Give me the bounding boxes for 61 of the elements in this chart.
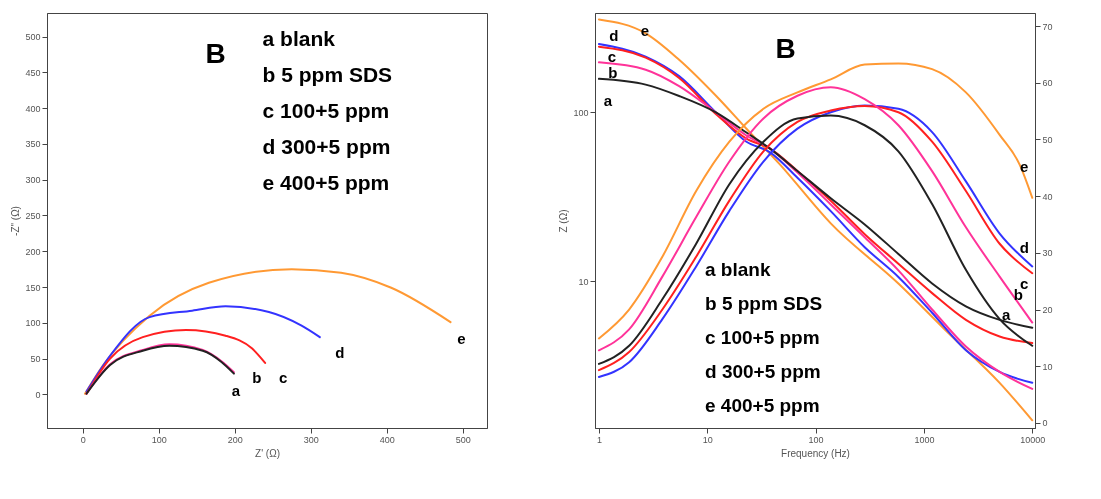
y-tick-label: 250	[25, 210, 41, 221]
x-tick-label: 200	[227, 434, 243, 445]
x-tick-label: 400	[379, 434, 395, 445]
y-tick-label: 150	[25, 282, 41, 293]
y-tick-label: 400	[25, 103, 41, 114]
y2-tick-label: 60	[1042, 78, 1053, 89]
x-axis-title: Z' (Ω)	[255, 447, 280, 459]
x-tick-label: 500	[455, 434, 471, 445]
y2-tick-label: 30	[1042, 248, 1053, 259]
annotation: B	[775, 33, 796, 65]
annotation: b 5 ppm SDS	[262, 63, 393, 87]
y-tick-label: 350	[25, 139, 41, 150]
x-tick-label: 100	[151, 434, 167, 445]
annotation: c 100+5 ppm	[262, 99, 390, 123]
series-label: e	[457, 330, 466, 348]
y-tick-label: 450	[25, 67, 41, 78]
annotation: b 5 ppm SDS	[705, 293, 823, 315]
y2-tick-label: 10	[1042, 361, 1053, 372]
y2-tick-label: 70	[1042, 21, 1053, 32]
annotation: d 300+5 ppm	[705, 361, 821, 383]
series-label: d	[1019, 239, 1029, 257]
series-label: a	[1002, 305, 1012, 323]
y-tick-label: 500	[25, 32, 41, 43]
y-tick-label: 300	[25, 175, 41, 186]
x-tick-label: 10	[702, 434, 713, 445]
series-label: c	[607, 47, 617, 65]
line-series	[84, 268, 452, 395]
series-label: b	[608, 64, 618, 82]
y-axis-title: Z (Ω)	[558, 209, 570, 233]
annotation: e 400+5 ppm	[705, 395, 820, 417]
annotation: B	[205, 37, 226, 69]
y-tick-label: 100	[25, 318, 41, 329]
series-label: e	[1020, 157, 1029, 175]
series-label: a	[231, 381, 241, 399]
x-tick-label: 300	[303, 434, 319, 445]
x-tick-label: 10000	[1020, 434, 1046, 445]
y2-tick-label: 20	[1042, 305, 1053, 316]
y2-tick-label: 40	[1042, 191, 1053, 202]
y-axis-title: -Z" (Ω)	[10, 206, 22, 236]
series-label: c	[1020, 275, 1029, 293]
series-label: b	[252, 369, 262, 387]
y-tick-label: 50	[30, 354, 41, 365]
x-tick-label: 1000	[914, 434, 935, 445]
annotation: e 400+5 ppm	[262, 171, 390, 195]
line-series	[85, 328, 267, 395]
y2-tick-label: 50	[1042, 134, 1053, 145]
series-label: a	[603, 91, 613, 109]
series-label: d	[335, 344, 345, 362]
x-tick-label: 100	[808, 434, 824, 445]
x-tick-label: 1	[596, 434, 602, 445]
x-tick-label: 0	[80, 434, 86, 445]
series-label: c	[278, 368, 288, 386]
annotation: d 300+5 ppm	[262, 135, 391, 159]
x-axis-title: Frequency (Hz)	[781, 447, 850, 459]
annotation: c 100+5 ppm	[705, 327, 820, 349]
y2-tick-label: 0	[1042, 418, 1048, 429]
y-tick-label: 200	[25, 246, 41, 257]
annotation: a blank	[262, 26, 336, 50]
series-label: d	[609, 27, 619, 45]
y-tick-label: 0	[35, 389, 41, 400]
annotation: a blank	[705, 259, 771, 281]
